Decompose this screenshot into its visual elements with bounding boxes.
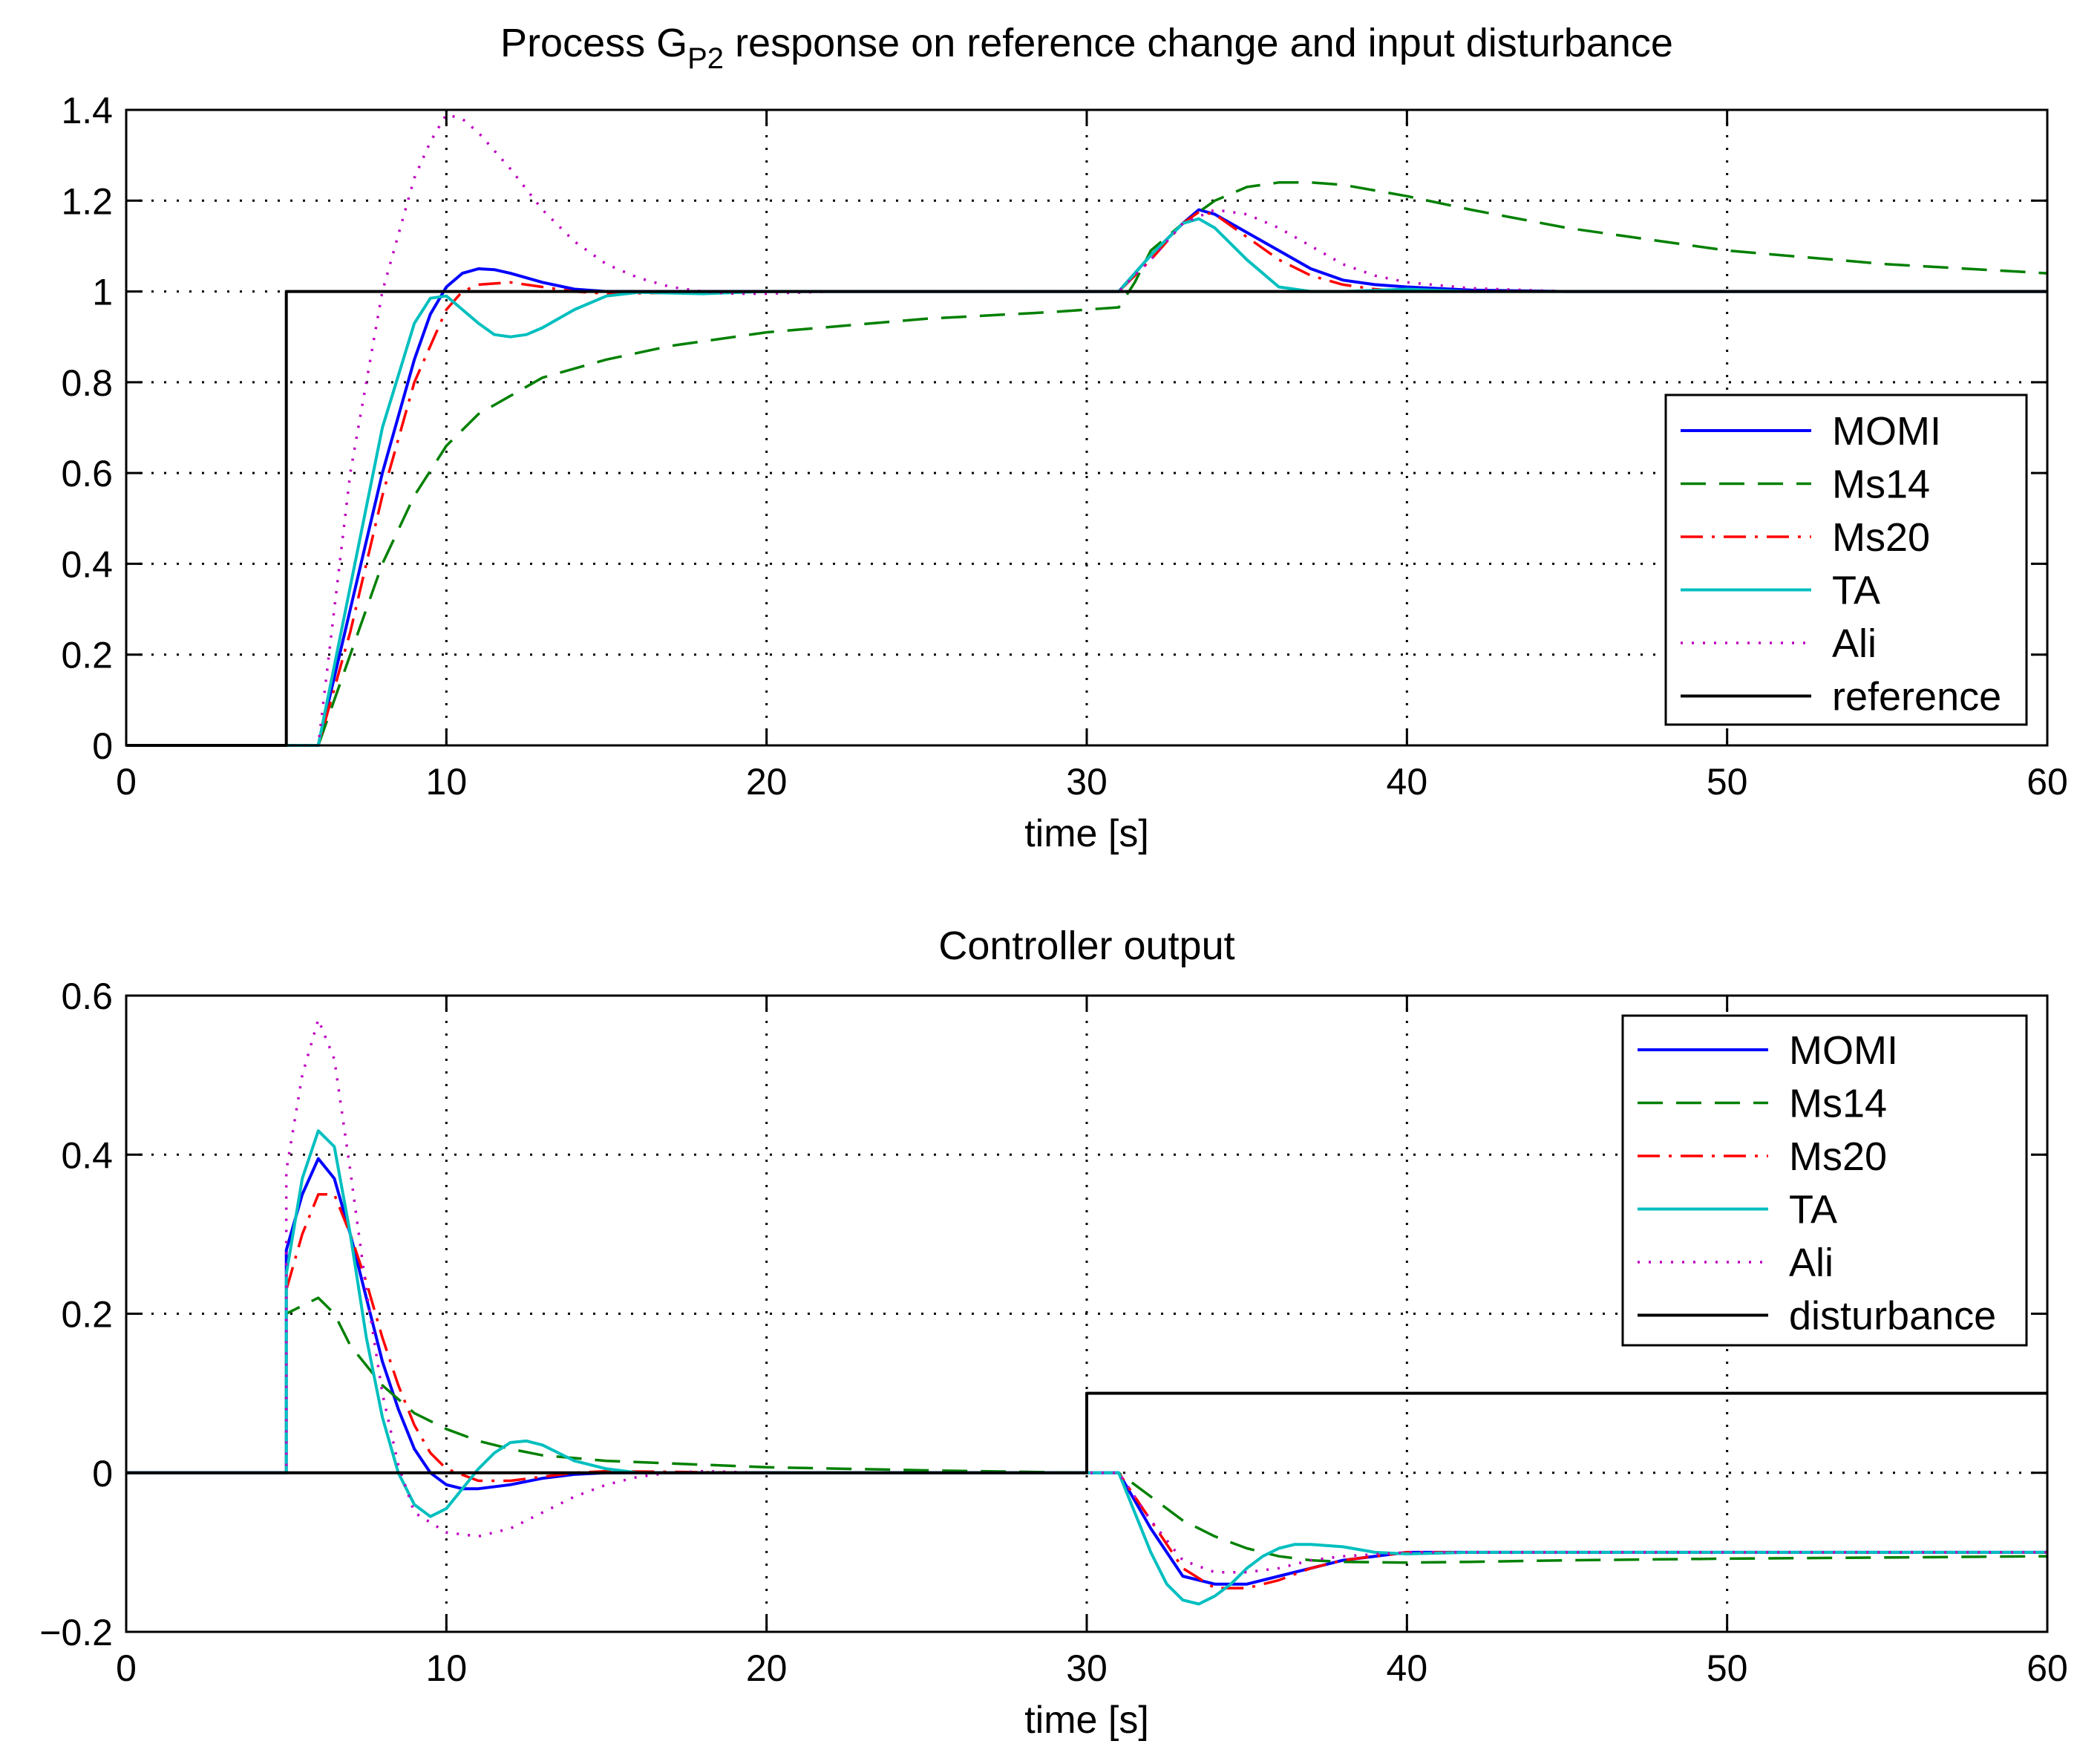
top-legend-label-ta: TA — [1832, 569, 1880, 613]
top-xtick-label: 60 — [2027, 761, 2068, 803]
bottom-chart: Controller output 0 10 20 30 40 50 60−0.200.20… — [39, 924, 2068, 1742]
bottom-xtick-label: 40 — [1387, 1647, 1428, 1689]
bottom-series-momi — [126, 1157, 2047, 1586]
top-xtick-label: 20 — [746, 761, 788, 803]
top-legend-box — [1664, 393, 2028, 726]
top-ytick-label: 1.2 — [61, 180, 113, 222]
top-series — [126, 113, 2048, 747]
bottom-xtick-label: 30 — [1066, 1647, 1108, 1689]
top-ytick-label: 0 — [92, 725, 113, 767]
top-xtick-label: 30 — [1066, 761, 1108, 803]
top-ticks: 0 10 20 30 40 50 60 0 0.2 0.4 0.6 0.8 1 1.2 1.4 — [61, 90, 2067, 803]
top-legend-label-ali: Ali — [1832, 621, 1877, 666]
bottom-legend-label-ms20: Ms20 — [1789, 1134, 1887, 1179]
bottom-legend-entries: MOMI Ms14 Ms20 TA Ali disturbance — [1638, 1028, 1996, 1339]
top-legend-label-ms20: Ms20 — [1832, 515, 1930, 560]
bottom-ytick-label: −0.2 — [39, 1612, 113, 1653]
top-legend-label-momi: MOMI — [1832, 409, 1941, 454]
top-title-subscript: P2 — [687, 42, 724, 75]
top-xtick-label: 0 — [116, 761, 137, 803]
top-legend-entries: MOMI Ms14 Ms20 TA Ali reference — [1681, 409, 2001, 719]
top-x-axis-label: time [s] — [1024, 812, 1149, 855]
top-ytick-label: 0.8 — [61, 362, 113, 404]
bottom-ytick-label: 0 — [92, 1453, 113, 1494]
bottom-ytick-label: 0.2 — [61, 1294, 113, 1336]
bottom-legend-label-ms14: Ms14 — [1789, 1082, 1887, 1126]
top-title-rest: response on reference change and input d… — [724, 21, 1673, 65]
bottom-series-disturbance — [126, 1391, 2047, 1474]
top-title-main: Process G — [500, 21, 687, 65]
top-ytick-label: 1.4 — [61, 90, 113, 131]
bottom-ytick-label: 0.4 — [61, 1134, 113, 1176]
bottom-ticks: 0 10 20 30 40 50 60−0.200.20.40.6 — [39, 976, 2068, 1689]
top-series-ms20 — [126, 210, 2047, 747]
top-ytick-label: 0.6 — [61, 453, 113, 494]
top-chart-title: Process GP2 response on reference change… — [500, 21, 1673, 75]
bottom-legend-label-momi: MOMI — [1789, 1028, 1898, 1073]
top-series-ms14 — [126, 181, 2048, 747]
bottom-legend-label-ta: TA — [1789, 1188, 1837, 1232]
bottom-series — [126, 1018, 2048, 1606]
top-ytick-label: 0.4 — [61, 543, 113, 585]
bottom-xtick-label: 20 — [746, 1647, 788, 1689]
bottom-legend-label-ali: Ali — [1789, 1241, 1834, 1285]
top-xtick-label: 10 — [426, 761, 468, 803]
bottom-xtick-label: 10 — [426, 1647, 468, 1689]
top-series-ali — [126, 113, 2047, 747]
top-ytick-label: 0.2 — [61, 635, 113, 676]
bottom-xtick-label: 50 — [1707, 1647, 1748, 1689]
top-xtick-label: 40 — [1387, 761, 1428, 803]
bottom-series-ms20 — [126, 1193, 2047, 1590]
bottom-series-ms14 — [126, 1296, 2048, 1564]
top-xtick-label: 50 — [1707, 761, 1748, 803]
top-ytick-label: 1 — [92, 272, 113, 313]
bottom-ytick-label: 0.6 — [61, 976, 113, 1017]
bottom-legend-label-disturbance: disturbance — [1789, 1294, 1996, 1339]
bottom-series-ta — [126, 1129, 2047, 1606]
bottom-xtick-label: 0 — [116, 1647, 137, 1689]
bottom-x-axis-label: time [s] — [1024, 1699, 1149, 1742]
top-legend-label-ms14: Ms14 — [1832, 463, 1930, 507]
top-chart: Process GP2 response on reference change… — [61, 21, 2067, 855]
bottom-xtick-label: 60 — [2027, 1647, 2068, 1689]
bottom-legend-box — [1621, 1014, 2028, 1347]
top-legend-label-reference: reference — [1832, 675, 2001, 719]
bottom-legend: MOMI Ms14 Ms20 TA Ali disturbance — [1621, 1014, 2028, 1347]
bottom-chart-title: Controller output — [938, 924, 1234, 968]
top-legend: MOMI Ms14 Ms20 TA Ali reference — [1664, 393, 2028, 726]
